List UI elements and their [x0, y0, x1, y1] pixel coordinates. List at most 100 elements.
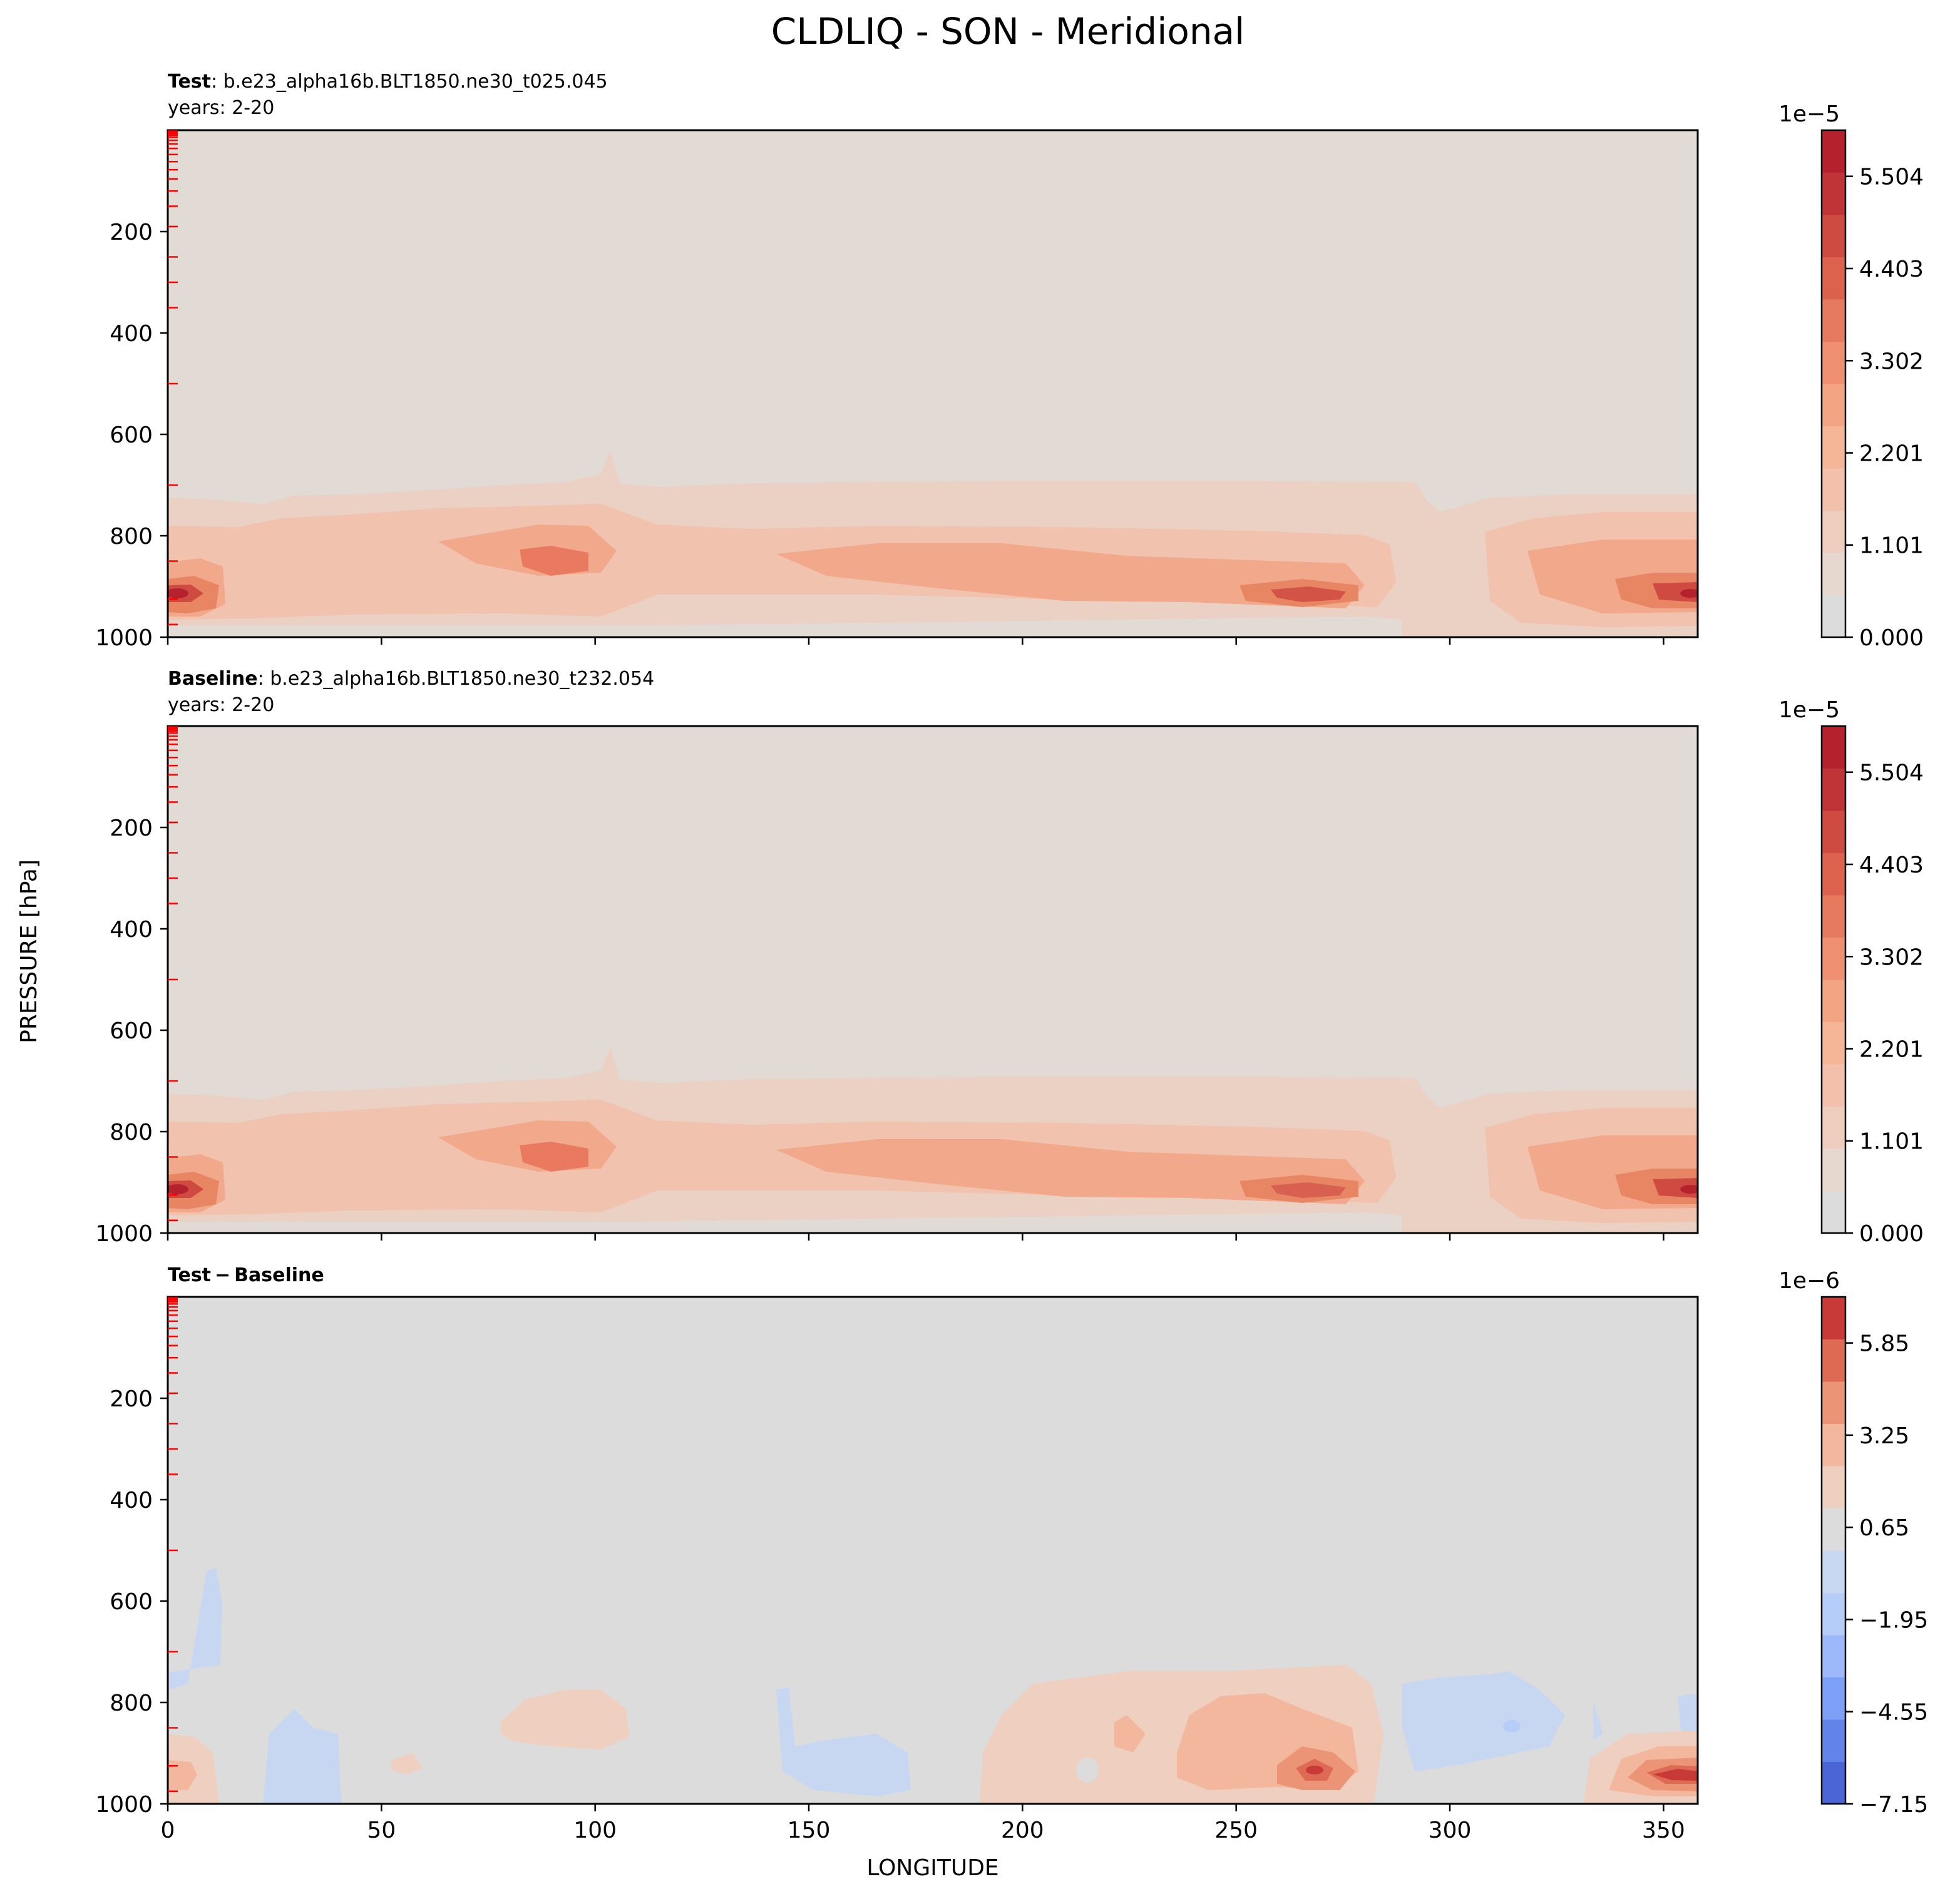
y-tick-label: 400 — [110, 321, 153, 347]
colorbar-level — [1822, 1592, 1845, 1635]
contour-negative-dot — [1503, 1720, 1521, 1733]
panel-baseline-x-ticks — [167, 1233, 1665, 1241]
panel-baseline-colorbar-offset: 1e−5 — [1778, 697, 1840, 723]
colorbar-level — [1822, 299, 1845, 342]
colorbar-level — [1822, 172, 1845, 215]
contour-layers — [168, 1568, 1698, 1804]
colorbar-level — [1822, 895, 1845, 938]
panel-difference: Test − Baseline — [95, 1264, 1928, 1843]
panel-difference-x-ticks: 0 50 100 150 200 250 300 350 — [161, 1804, 1685, 1843]
y-tick-label: 200 — [110, 816, 153, 841]
y-tick-label: 600 — [110, 1589, 153, 1615]
contour-negative-small-1 — [1593, 1702, 1603, 1740]
contour-positive-240 — [1114, 1715, 1146, 1753]
contour-negative-east — [1402, 1671, 1565, 1771]
panel-baseline-title-rest: : b.e23_alpha16b.BLT1850.ne30_t232.054 — [258, 668, 655, 690]
colorbar-tick-label: 1.101 — [1859, 1129, 1924, 1155]
colorbar-tick-label: 3.302 — [1859, 349, 1924, 374]
colorbar-level — [1822, 1149, 1845, 1191]
x-tick-label: 300 — [1429, 1818, 1472, 1843]
y-tick-label: 600 — [110, 422, 153, 448]
colorbar-level — [1822, 468, 1845, 511]
colorbar-level — [1822, 553, 1845, 595]
colorbar-tick-label: 2.201 — [1859, 441, 1924, 467]
contour-zero-island — [1076, 1758, 1099, 1783]
colorbar-level — [1822, 426, 1845, 469]
colorbar-level — [1822, 1508, 1845, 1551]
colorbar-level — [1822, 937, 1845, 980]
panel-difference-field — [168, 1297, 1698, 1804]
colorbar-level — [1822, 768, 1845, 811]
y-tick-label: 400 — [110, 1488, 153, 1513]
panel-baseline: Baseline: b.e23_alpha16b.BLT1850.ne30_t2… — [95, 668, 1924, 1247]
panel-baseline-colorbar: 0.000 1.101 2.201 3.302 4.403 5.504 — [1820, 725, 1924, 1247]
contour-level-5 — [520, 546, 588, 576]
y-tick-label: 1000 — [95, 1792, 153, 1818]
panel-difference-colorbar: −7.15 −4.55 −1.95 0.65 3.25 5.85 — [1820, 1296, 1928, 1818]
contour-max-east — [1680, 589, 1698, 598]
contour-positive-east-max — [1653, 1769, 1698, 1781]
x-tick-label: 50 — [367, 1818, 396, 1843]
panel-test-colorbar-offset: 1e−5 — [1778, 101, 1840, 127]
panel-test-x-ticks — [167, 637, 1665, 645]
colorbar-level — [1822, 1064, 1845, 1107]
colorbar-level — [1822, 1466, 1845, 1508]
y-tick-label: 800 — [110, 1120, 153, 1145]
panel-baseline-y-axis: 200 400 600 800 1000 — [95, 816, 168, 1247]
colorbar-tick-label: 5.85 — [1859, 1331, 1909, 1357]
colorbar-level — [1822, 1550, 1845, 1593]
contour-negative-small-2 — [1678, 1693, 1698, 1734]
colorbar-level — [1822, 510, 1845, 553]
colorbar-frame — [1820, 725, 1847, 1234]
x-axis-label: LONGITUDE — [866, 1855, 998, 1881]
y-tick-label: 800 — [110, 524, 153, 550]
contour-max-west — [168, 588, 188, 598]
contour-max-west — [168, 1184, 188, 1194]
colorbar-tick-label: 0.000 — [1859, 1221, 1924, 1247]
contour-max-east — [1680, 1185, 1698, 1194]
panel-difference-y-axis: 200 400 600 800 1000 — [95, 1386, 168, 1818]
contour-level-3-mid — [776, 543, 1365, 608]
colorbar-level — [1822, 1423, 1845, 1466]
colorbar-level — [1822, 1719, 1845, 1762]
contour-level-5 — [520, 1142, 588, 1172]
colorbar-level — [1822, 852, 1845, 896]
panel-test: Test: b.e23_alpha16b.BLT1850.ne30_t025.0… — [95, 71, 1924, 651]
x-tick-label: 0 — [161, 1818, 175, 1843]
contour-level-8 — [1271, 586, 1346, 602]
colorbar-level — [1822, 726, 1845, 769]
colorbar-tick-label: 3.25 — [1859, 1423, 1909, 1449]
panel-difference-colorbar-offset: 1e−6 — [1778, 1268, 1840, 1294]
panel-difference-title: Test − Baseline — [168, 1264, 324, 1286]
contour-positive-270-max — [1306, 1766, 1323, 1774]
panel-test-field — [168, 130, 1698, 637]
contour-layers — [168, 449, 1698, 637]
panel-difference-level-ticks — [168, 1297, 178, 1792]
colorbar-tick-label: 4.403 — [1859, 257, 1924, 282]
colorbar-level — [1822, 384, 1845, 426]
colorbar-tick-label: 1.101 — [1859, 533, 1924, 559]
colorbar-tick-label: 2.201 — [1859, 1037, 1924, 1063]
colorbar-level — [1822, 595, 1845, 638]
colorbar-frame — [1820, 129, 1847, 638]
contour-positive-100 — [501, 1690, 629, 1749]
panel-test-subtitle: years: 2-20 — [168, 97, 274, 119]
colorbar-level — [1822, 1106, 1845, 1149]
x-tick-label: 200 — [1001, 1818, 1044, 1843]
y-tick-label: 1000 — [95, 1221, 153, 1247]
colorbar-tick-label: 0.65 — [1859, 1515, 1909, 1541]
colorbar-level — [1822, 130, 1845, 173]
colorbar-level — [1822, 1381, 1845, 1424]
colorbar-level — [1822, 1297, 1845, 1339]
panel-baseline-title: Baseline: b.e23_alpha16b.BLT1850.ne30_t2… — [168, 668, 654, 690]
y-axis-label: PRESSURE [hPa] — [16, 859, 42, 1043]
colorbar-level — [1822, 1677, 1845, 1720]
contour-level-8 — [1271, 1182, 1346, 1198]
contour-negative-west — [168, 1568, 222, 1690]
x-tick-label: 100 — [573, 1818, 617, 1843]
panel-test-title-rest: : b.e23_alpha16b.BLT1850.ne30_t025.045 — [211, 71, 608, 93]
colorbar-tick-label: −4.55 — [1859, 1700, 1928, 1726]
panel-difference-title-bold: Test − Baseline — [168, 1264, 324, 1286]
figure-title: CLDLIQ - SON - Meridional — [771, 10, 1245, 53]
